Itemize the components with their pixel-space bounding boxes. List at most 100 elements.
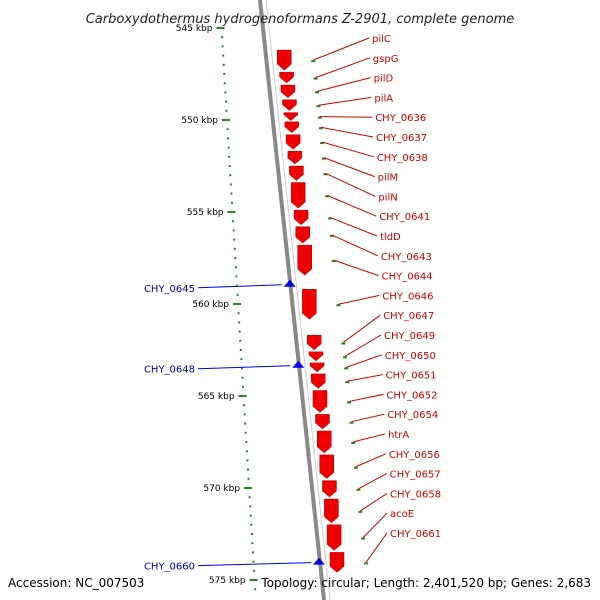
- forward-gene-leader: [338, 294, 380, 305]
- forward-gene-leader: [342, 314, 381, 343]
- forward-gene-arrow: [283, 112, 299, 121]
- ruler-dot: [228, 165, 231, 167]
- forward-gene-label: CHY_0658: [390, 489, 441, 500]
- feature-dash: [336, 304, 341, 307]
- forward-gene-leader: [355, 453, 386, 468]
- ruler-dot: [247, 477, 250, 480]
- forward-gene-leader: [322, 141, 374, 158]
- ruler-dot: [229, 174, 232, 177]
- ruler-tick-label: 555 kbp: [187, 208, 224, 218]
- forward-gene-arrow: [311, 373, 326, 389]
- ruler-dot: [226, 128, 229, 131]
- ruler-layer: 545 kbp 550 kbp 555 kbp 560 kbp 565 kbp 570 k…: [176, 24, 258, 591]
- forward-gene-label: tldD: [380, 232, 401, 243]
- feature-dash: [358, 510, 363, 513]
- reverse-gene-arrow: [292, 360, 305, 368]
- ruler-dot: [239, 339, 242, 342]
- feature-dash: [345, 381, 350, 384]
- forward-gene-label: CHY_0649: [384, 331, 435, 342]
- ruler-tick-label: 570 kbp: [203, 484, 240, 494]
- ruler-dot: [229, 183, 232, 186]
- ruler-dot: [238, 330, 241, 333]
- ruler-dot: [254, 588, 257, 591]
- ruler-dot: [243, 404, 246, 407]
- feature-dash: [316, 105, 321, 108]
- ruler-dot: [222, 63, 225, 66]
- ruler-dot: [251, 551, 254, 554]
- ruler-dot: [223, 73, 226, 75]
- feature-dash: [361, 537, 366, 540]
- forward-gene-arrow: [280, 84, 296, 99]
- forward-gene-arrow: [282, 99, 297, 111]
- forward-gene-label: CHY_0654: [387, 410, 438, 421]
- forward-gene-arrow: [312, 390, 328, 413]
- genome-backbone-edge: [265, 0, 331, 600]
- backbone-layer: [258, 0, 331, 600]
- ruler-dot: [234, 257, 237, 259]
- forward-gene-arrow: [322, 480, 337, 498]
- forward-gene-leader: [329, 216, 378, 237]
- ruler-dot: [245, 441, 248, 443]
- ruler-dot: [237, 312, 240, 315]
- feature-dash: [341, 342, 346, 345]
- forward-gene-leader: [318, 96, 372, 106]
- reverse-gene-label: CHY_0660: [144, 562, 195, 573]
- reverse-gene-label: CHY_0645: [144, 284, 195, 295]
- forward-gene-label: CHY_0651: [386, 371, 437, 382]
- map-title: Carboxydothermus hydrogenoformans Z-2901…: [86, 12, 515, 27]
- forward-gene-arrow: [306, 335, 322, 351]
- forward-gene-label: acoE: [390, 509, 414, 520]
- ruler-dot: [230, 192, 233, 195]
- forward-gene-leader: [316, 77, 371, 92]
- ruler-dot: [238, 321, 241, 324]
- feature-dash: [331, 260, 336, 263]
- forward-gene-arrow: [287, 151, 303, 165]
- ruler-tick-label: 560 kbp: [192, 300, 229, 310]
- forward-gene-label: CHY_0661: [390, 529, 441, 540]
- ruler-dot: [227, 137, 230, 140]
- ruler-dot: [230, 201, 233, 204]
- topology-label: Topology: circular; Length: 2,401,520 bp…: [260, 576, 591, 590]
- ruler-dot: [221, 45, 224, 48]
- forward-gene-leader: [362, 512, 388, 538]
- forward-gene-arrow: [293, 209, 309, 226]
- forward-gene-leader: [348, 393, 384, 402]
- ruler-dot: [233, 247, 236, 250]
- ruler-dot: [251, 542, 254, 545]
- forward-gene-label: CHY_0656: [389, 450, 440, 461]
- ruler-dot: [246, 468, 249, 471]
- ruler-dot: [244, 422, 247, 425]
- ruler-dot: [233, 238, 236, 241]
- forward-gene-arrow: [317, 430, 332, 454]
- genome-backbone: [258, 0, 326, 600]
- forward-gene-label: gspG: [373, 54, 399, 65]
- forward-gene-label: CHY_0644: [382, 272, 433, 283]
- ruler-dot: [252, 560, 255, 563]
- forward-gene-leader: [313, 37, 370, 61]
- ruler-dot: [240, 358, 243, 361]
- forward-gene-leader: [360, 492, 388, 512]
- ruler-dot: [221, 36, 224, 39]
- feature-dash: [313, 77, 318, 80]
- forward-gene-leader: [333, 259, 379, 277]
- ruler-dot: [227, 146, 230, 149]
- forward-gene-leader: [344, 334, 382, 357]
- forward-gene-label: CHY_0657: [390, 470, 441, 481]
- ruler-dot: [245, 450, 248, 453]
- forward-gene-leader: [326, 194, 377, 217]
- forward-gene-arrow: [297, 244, 312, 276]
- ruler-dot: [235, 275, 238, 278]
- feature-dash: [349, 421, 354, 424]
- reverse-gene-leader: [197, 284, 282, 289]
- ruler-dot: [222, 54, 225, 57]
- ruler-dot: [250, 523, 253, 526]
- feature-dash: [347, 401, 352, 404]
- forward-gene-leader: [358, 473, 387, 490]
- feature-dash: [353, 466, 358, 469]
- ruler-dot: [248, 496, 251, 499]
- forward-gene-arrow: [329, 552, 345, 573]
- feature-dash: [356, 488, 361, 491]
- feature-dash: [364, 562, 369, 565]
- feature-dash: [321, 157, 326, 160]
